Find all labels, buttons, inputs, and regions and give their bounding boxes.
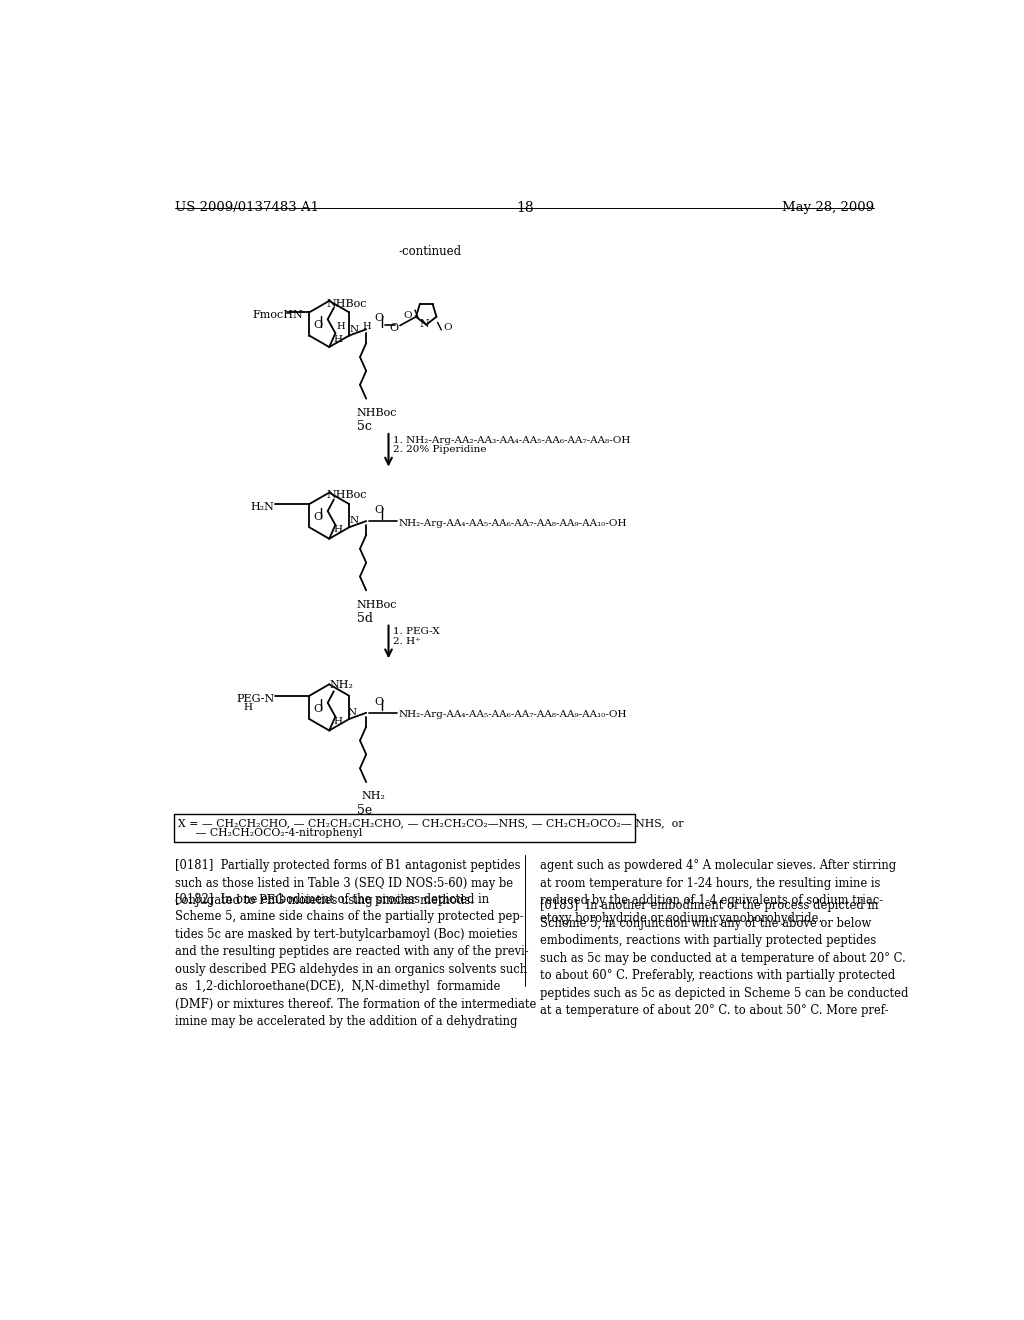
Text: 1. PEG-X: 1. PEG-X xyxy=(393,627,439,636)
Text: 5e: 5e xyxy=(357,804,372,817)
Text: H: H xyxy=(334,717,343,726)
Text: NH₂-Arg-AA₄-AA₅-AA₆-AA₇-AA₈-AA₉-AA₁₀-OH: NH₂-Arg-AA₄-AA₅-AA₆-AA₇-AA₈-AA₉-AA₁₀-OH xyxy=(398,710,627,719)
Text: O: O xyxy=(374,313,383,323)
Text: -continued: -continued xyxy=(398,246,462,259)
Text: FmocHN: FmocHN xyxy=(252,310,303,319)
Text: agent such as powdered 4° A molecular sieves. After stirring
at room temperature: agent such as powdered 4° A molecular si… xyxy=(541,859,896,924)
Text: O: O xyxy=(313,321,323,330)
Text: NHBoc: NHBoc xyxy=(357,408,397,418)
Text: X = — CH₂CH₂CHO, — CH₂CH₂CH₂CHO, — CH₂CH₂CO₂—NHS, — CH₂CH₂OCO₂— NHS,  or: X = — CH₂CH₂CHO, — CH₂CH₂CH₂CHO, — CH₂CH… xyxy=(177,818,683,828)
Text: NHBoc: NHBoc xyxy=(326,298,367,309)
Text: H₂N: H₂N xyxy=(250,502,273,512)
Text: N: N xyxy=(348,708,356,717)
Text: NHBoc: NHBoc xyxy=(357,599,397,610)
Text: — CH₂CH₂OCO₂-4-nitrophenyl: — CH₂CH₂OCO₂-4-nitrophenyl xyxy=(177,829,361,838)
Text: H: H xyxy=(334,525,343,535)
Text: NH₂-Arg-AA₄-AA₅-AA₆-AA₇-AA₈-AA₉-AA₁₀-OH: NH₂-Arg-AA₄-AA₅-AA₆-AA₇-AA₈-AA₉-AA₁₀-OH xyxy=(398,519,627,528)
Text: O: O xyxy=(389,323,398,333)
Text: 2. 20% Piperidine: 2. 20% Piperidine xyxy=(393,445,486,454)
Text: 5c: 5c xyxy=(357,420,372,433)
Text: NHBoc: NHBoc xyxy=(326,490,367,500)
Text: O: O xyxy=(374,697,383,706)
Bar xyxy=(174,814,635,842)
Text: 5d: 5d xyxy=(357,612,373,624)
Text: H: H xyxy=(362,322,372,330)
Text: 18: 18 xyxy=(516,201,534,215)
Text: US 2009/0137483 A1: US 2009/0137483 A1 xyxy=(175,201,319,214)
Text: [0181]  Partially protected forms of B1 antagonist peptides
such as those listed: [0181] Partially protected forms of B1 a… xyxy=(175,859,521,907)
Text: H: H xyxy=(334,335,343,345)
Text: N: N xyxy=(349,325,358,334)
Text: O: O xyxy=(403,312,412,321)
Text: O: O xyxy=(313,512,323,523)
Text: [0182]  In one embodiment of the process depicted in
Scheme 5, amine side chains: [0182] In one embodiment of the process … xyxy=(175,892,537,1028)
Text: NH₂: NH₂ xyxy=(330,681,353,690)
Text: May 28, 2009: May 28, 2009 xyxy=(782,201,874,214)
Text: O: O xyxy=(313,704,323,714)
Text: N: N xyxy=(419,319,429,329)
Text: N: N xyxy=(349,516,358,525)
Text: O: O xyxy=(443,323,452,333)
Text: NH₂: NH₂ xyxy=(361,792,385,801)
Text: 2. H⁺: 2. H⁺ xyxy=(393,636,421,645)
Text: PEG-N: PEG-N xyxy=(237,693,275,704)
Text: H: H xyxy=(243,702,252,711)
Text: 1. NH₂-Arg-AA₂-AA₃-AA₄-AA₅-AA₆-AA₇-AA₈-OH: 1. NH₂-Arg-AA₂-AA₃-AA₄-AA₅-AA₆-AA₇-AA₈-O… xyxy=(393,436,631,445)
Text: O: O xyxy=(374,506,383,515)
Text: [0183]  In another embodiment of the process depicted in
Scheme 5, in conjunctio: [0183] In another embodiment of the proc… xyxy=(541,899,908,1018)
Text: H: H xyxy=(337,322,345,331)
